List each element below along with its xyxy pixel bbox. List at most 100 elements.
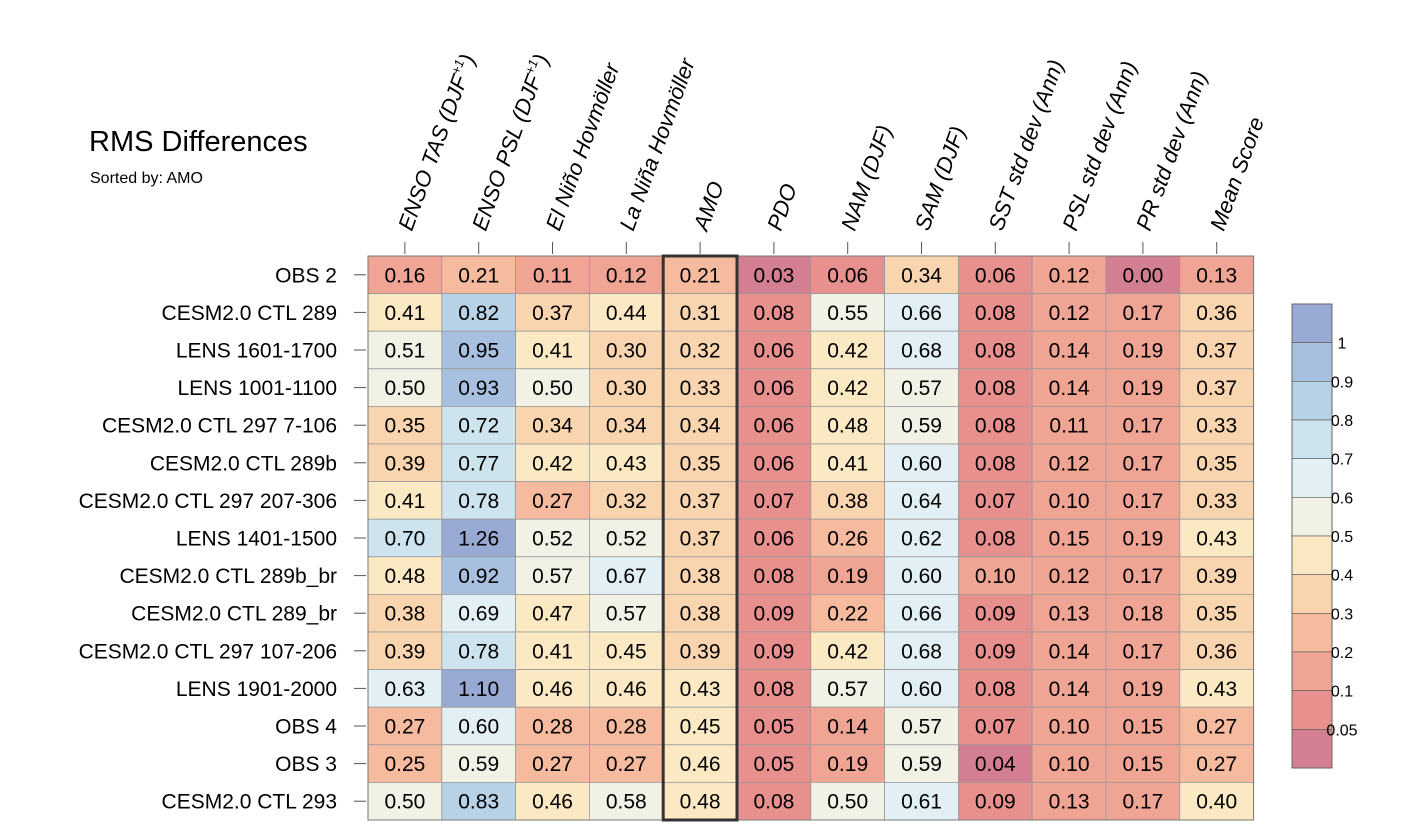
heatmap-cell (1105, 594, 1181, 633)
cell-value: 0.82 (458, 302, 499, 325)
cell-value: 0.15 (1122, 716, 1163, 739)
cell-value: 0.12 (1049, 264, 1090, 287)
cell-value: 0.08 (975, 415, 1016, 438)
cell-value: 0.34 (606, 415, 647, 438)
heatmap-cell (515, 744, 590, 783)
cell-value: 0.04 (975, 753, 1016, 776)
column-label-text: El Niño Hovmöller (541, 58, 625, 234)
cell-value: 0.64 (901, 490, 942, 513)
heatmap-cell (441, 481, 516, 520)
heatmap-cell (810, 556, 885, 595)
colorbar-segment (1291, 458, 1333, 498)
cell-value: 0.95 (458, 340, 499, 363)
row-label: LENS 1601-1700 (176, 340, 337, 363)
heatmap-cell (884, 330, 959, 370)
heatmap-cell (441, 518, 516, 558)
cell-value: 0.25 (384, 753, 425, 776)
cell-value: 0.14 (1049, 377, 1090, 400)
heatmap-cell (515, 556, 590, 595)
heatmap-cell (958, 443, 1033, 482)
column-label: ENSO TAS (DJF+1) (392, 50, 480, 233)
heatmap-cell (1031, 744, 1107, 783)
column-label-superscript: +1 (522, 57, 541, 76)
column-label-superscript: +1 (448, 57, 467, 76)
cell-value: 0.08 (975, 340, 1016, 363)
cell-value: 0.09 (753, 603, 794, 626)
cell-value: 0.12 (606, 264, 647, 287)
cell-value: 0.08 (753, 302, 794, 325)
cell-value: 0.33 (1196, 490, 1237, 513)
cell-value: 0.32 (680, 340, 721, 363)
heatmap-cell (958, 594, 1033, 633)
cell-value: 0.43 (1196, 528, 1237, 551)
heatmap-cell (589, 556, 664, 595)
heatmap-cell (884, 556, 959, 595)
cell-value: 0.42 (827, 377, 868, 400)
colorbar-segment (1291, 381, 1333, 421)
cell-value: 0.48 (680, 791, 721, 814)
cell-value: 0.43 (680, 678, 721, 701)
cell-value: 0.13 (1196, 264, 1237, 287)
cell-value: 0.58 (606, 791, 647, 814)
row-label: LENS 1001-1100 (177, 377, 337, 400)
colorbar-label: 0.2 (1331, 645, 1353, 662)
column-label: NAM (DJF) (836, 122, 897, 234)
cell-value: 0.05 (753, 716, 794, 739)
cell-value: 0.17 (1122, 452, 1163, 475)
cell-value: 0.17 (1122, 302, 1163, 325)
cell-value: 0.50 (384, 377, 425, 400)
heatmap-cell (367, 669, 443, 708)
heatmap-cell (441, 594, 516, 633)
cell-value: 0.06 (753, 452, 794, 475)
column-labels: ENSO TAS (DJF+1)ENSO PSL (DJF+1)El Niño … (392, 50, 1269, 254)
row-label: OBS 2 (275, 264, 337, 287)
cell-value: 0.38 (384, 603, 425, 626)
cell-value: 0.55 (827, 302, 868, 325)
heatmap-cell (736, 481, 812, 520)
heatmap-cell (367, 255, 443, 294)
cell-value: 0.10 (975, 565, 1016, 588)
column-label-text: ENSO TAS (DJF (393, 70, 473, 234)
heatmap-cell (958, 706, 1033, 746)
cell-value: 0.34 (532, 415, 573, 438)
cell-value: 0.41 (384, 490, 425, 513)
heatmap-cell (589, 293, 664, 332)
heatmap-cell (441, 368, 516, 407)
cell-value: 0.60 (901, 678, 942, 701)
colorbar-segment (1291, 690, 1333, 730)
heatmap-cell (810, 443, 885, 482)
cell-value: 0.34 (901, 264, 942, 287)
heatmap-cell (1031, 443, 1107, 482)
row-label: CESM2.0 CTL 297 7-106 (102, 415, 337, 438)
heatmap-cell (367, 518, 443, 558)
heatmap-cell (1105, 405, 1181, 445)
cell-value: 0.18 (1122, 603, 1163, 626)
heatmap-cell (441, 330, 516, 370)
cell-value: 0.57 (606, 603, 647, 626)
heatmap-cell (884, 744, 959, 783)
column-label: ENSO PSL (DJF+1) (466, 50, 554, 233)
heatmap-cell (515, 481, 590, 520)
cell-value: 0.27 (606, 753, 647, 776)
heatmap-cell (662, 669, 738, 708)
cell-value: 0.17 (1122, 415, 1163, 438)
heatmap-cell (515, 330, 590, 370)
cell-value: 0.27 (532, 490, 573, 513)
cell-value: 0.59 (901, 753, 942, 776)
cell-value: 0.42 (827, 640, 868, 663)
cell-value: 0.38 (827, 490, 868, 513)
cell-value: 0.30 (606, 377, 647, 400)
row-label: CESM2.0 CTL 289_br (131, 603, 337, 626)
cell-value: 0.17 (1122, 640, 1163, 663)
cell-value: 0.06 (753, 415, 794, 438)
heatmap-cell (441, 556, 516, 595)
cell-value: 0.37 (1196, 340, 1237, 363)
heatmap-cell (1179, 368, 1255, 407)
cell-value: 0.50 (384, 791, 425, 814)
heatmap-cell (736, 443, 812, 482)
cell-value: 0.07 (975, 490, 1016, 513)
cell-value: 1.26 (458, 528, 499, 551)
cell-value: 0.06 (753, 340, 794, 363)
row-label: CESM2.0 CTL 289b (150, 452, 337, 475)
cell-value: 0.45 (606, 640, 647, 663)
